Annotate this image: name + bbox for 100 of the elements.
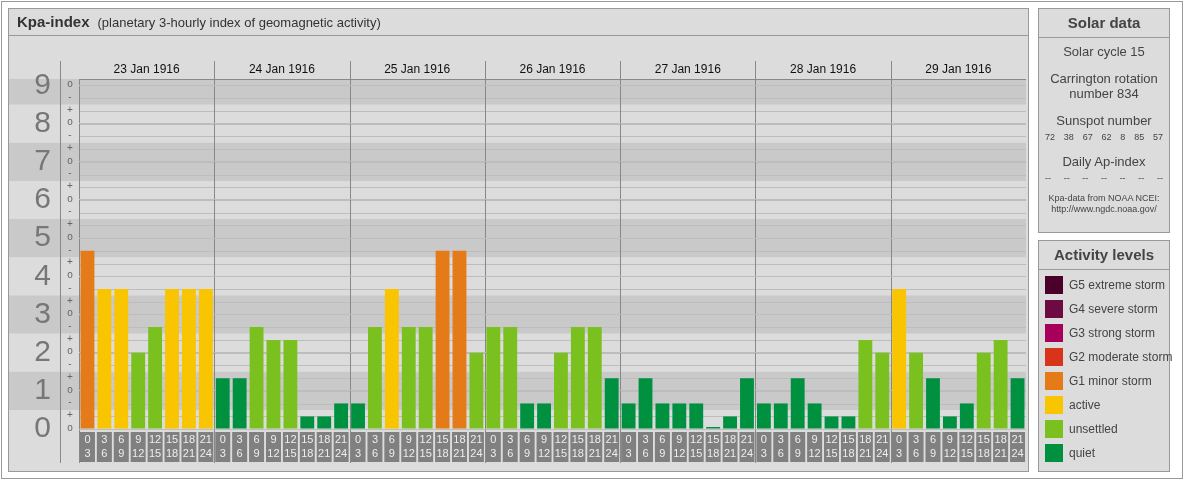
bar (824, 416, 839, 429)
bar (249, 327, 264, 429)
bar (351, 403, 365, 429)
y-tick-label: 0 (34, 410, 51, 444)
text: o (67, 345, 74, 357)
bar (435, 250, 450, 429)
x-tick-label: 12 15 (284, 432, 297, 459)
x-tick-label: 3 6 (642, 432, 649, 459)
text: + (67, 370, 74, 382)
bar (909, 352, 924, 429)
text: o (67, 383, 74, 395)
bar (875, 352, 890, 429)
x-tick-label: 3 6 (101, 432, 108, 459)
bar (80, 250, 95, 429)
bar (756, 403, 771, 429)
x-tick-label: 3 6 (777, 432, 784, 459)
text: 26 Jan 1916 (519, 62, 586, 77)
x-tick-label: 3 6 (236, 432, 243, 459)
text: Kpa-data from NOAA NCEI: http://www.ngdc.noaa.gov/ (1047, 193, 1161, 215)
bar (266, 340, 281, 429)
x-tick-label: 12 15 (554, 432, 568, 459)
y-tick-label: 2 (34, 333, 51, 367)
x-tick-label: 9 12 (673, 432, 686, 459)
chart-title: Kpa-index (17, 13, 90, 30)
y-tick-label: 1 (34, 372, 51, 406)
x-tick-label: 21 24 (605, 432, 618, 459)
y-tick-label: 8 (34, 104, 51, 138)
y-tick-label: 4 (34, 257, 51, 291)
bar (773, 403, 788, 429)
x-tick-label: 18 21 (859, 432, 872, 459)
text: Solar cycle 15 (1062, 44, 1146, 59)
bar (198, 288, 213, 429)
y-tick-label: 7 (34, 143, 51, 177)
legend-label: G4 severe storm (1069, 302, 1158, 316)
text: 23 Jan 1916 (113, 62, 180, 77)
bar (993, 340, 1008, 429)
bar (976, 352, 991, 429)
x-tick-label: 12 15 (419, 432, 432, 459)
bar (655, 403, 670, 429)
x-tick-label: 15 18 (571, 432, 584, 459)
x-tick-label: 0 3 (896, 432, 903, 459)
bar (418, 327, 433, 429)
bar (807, 403, 822, 429)
bar (503, 327, 518, 429)
bar (401, 327, 416, 429)
text: - (68, 396, 72, 408)
bar (942, 416, 957, 429)
text: o (67, 116, 74, 128)
chart-subtitle: (planetary 3-hourly index of geomagnetic activity) (97, 15, 381, 30)
bar (587, 327, 602, 429)
x-tick-label: 9 12 (132, 432, 145, 459)
legend-label: active (1069, 398, 1101, 412)
x-tick-label: 6 9 (524, 432, 531, 459)
x-tick-label: 9 12 (402, 432, 415, 459)
text: o (67, 269, 74, 281)
x-tick-label: 15 18 (977, 432, 990, 459)
bar (384, 288, 399, 429)
bar (723, 416, 737, 429)
x-tick-label: 18 21 (182, 432, 196, 459)
x-tick-label: 12 15 (960, 432, 973, 459)
text: - (68, 129, 72, 141)
text: Sunspot number (1055, 113, 1153, 128)
bar (689, 403, 704, 429)
bar (537, 403, 551, 429)
x-tick-label: 0 3 (760, 432, 767, 459)
x-tick-label: 0 3 (84, 432, 91, 459)
x-tick-label: 21 24 (740, 432, 754, 459)
text: Carrington rotation number 834 (1049, 71, 1159, 101)
bar (554, 352, 568, 429)
text: + (67, 141, 74, 153)
text: + (67, 256, 74, 268)
x-tick-label: 3 6 (371, 432, 378, 459)
bar (486, 327, 501, 429)
text: - (68, 281, 72, 293)
bar (283, 340, 298, 429)
text: + (67, 103, 74, 115)
text: Solar data (1039, 9, 1169, 38)
bar (638, 378, 653, 429)
x-tick-label: 15 18 (436, 432, 449, 459)
bar (452, 250, 467, 429)
bar (621, 403, 636, 429)
legend-title: Activity levels (1039, 241, 1169, 270)
text: - (68, 358, 72, 370)
text: - (68, 90, 72, 102)
x-tick-label: 3 6 (507, 432, 514, 459)
text: - (68, 167, 72, 179)
legend-label: G1 minor storm (1069, 374, 1152, 388)
bar (469, 352, 484, 429)
x-tick-label: 6 9 (659, 432, 666, 459)
x-tick-label: 15 18 (707, 432, 720, 459)
text: + (67, 332, 74, 344)
legend-label: G5 extreme storm (1069, 278, 1166, 292)
bar (165, 288, 179, 429)
bar (926, 378, 940, 429)
text: + (67, 180, 74, 192)
bar (1010, 378, 1025, 429)
bar (740, 378, 754, 429)
text: o (67, 192, 74, 204)
bar (841, 416, 856, 429)
x-tick-label: 21 24 (876, 432, 889, 459)
